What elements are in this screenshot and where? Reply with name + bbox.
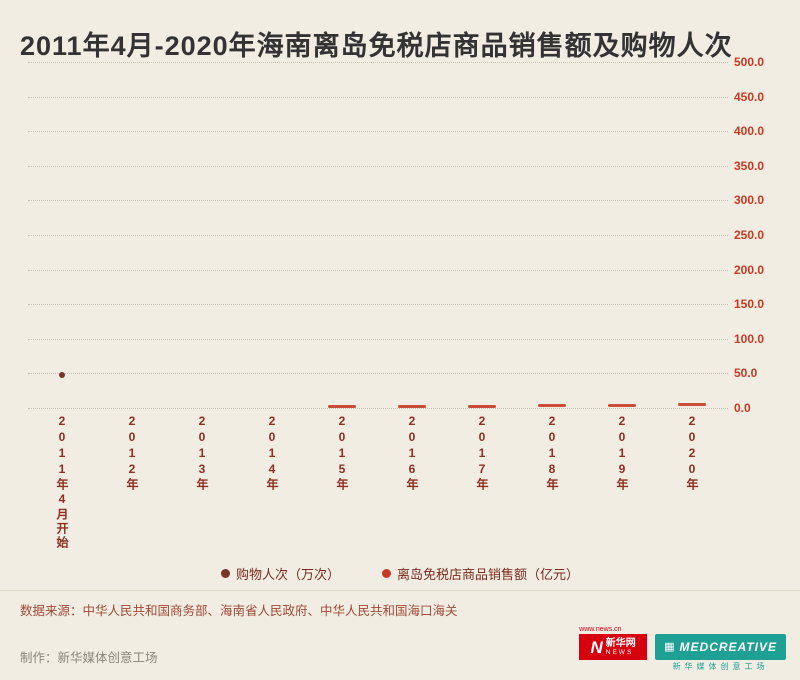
data-point [59,371,65,378]
gridline [28,304,728,306]
y-axis-label: 0.0 [734,401,751,415]
chart-title: 2011年4月-2020年海南离岛免税店商品销售额及购物人次 [20,31,733,62]
data-point [468,404,496,408]
y-axis-label: 450.0 [734,89,765,104]
legend-label-sales: 离岛免税店商品销售额（亿元） [397,567,580,582]
y-axis-label: 400.0 [734,124,765,139]
y-axis: 0.0 50.0 100.0 150.0 200.0 250.0 300.0 350.0 400… [734,55,794,415]
legend-item-sales: 离岛免税店商品销售额（亿元） [382,564,579,583]
medcreative-building-icon: ▦ [664,640,675,653]
medcreative-name: MEDCREATIVE [679,640,777,654]
y-axis-label: 250.0 [734,228,765,242]
y-axis-label: 200.0 [734,262,765,277]
xinhua-news-text: NEWS [605,648,634,656]
news-url-text: www.news.cn [579,626,622,633]
xinhua-n-icon: N [590,637,603,657]
gridline [28,165,728,167]
x-axis-label: 2016年 [405,414,419,492]
footer-logos: www.news.cn N 新华网 NEWS ▦ MEDCREATIVE 新华媒… [579,626,786,671]
legend-dot-sales [382,569,391,578]
y-axis-label: 500.0 [734,55,765,69]
x-axis-label: 2013年 [195,414,209,492]
data-point [538,404,566,408]
footer-divider [0,590,800,591]
x-axis-label: 2017年 [475,414,489,492]
xinhua-logo: www.news.cn N 新华网 NEWS [579,626,648,660]
gridline [28,373,728,375]
gridline [28,269,728,271]
x-axis-label: 2018年 [545,414,559,492]
x-axis-label: 2014年 [265,414,279,492]
medcreative-subtitle: 新华媒体创意工场 [672,662,769,671]
data-point [678,402,706,406]
xinhua-cn-text: 新华网 [605,637,636,649]
x-axis-label: 2020年 [685,414,699,492]
medcreative-logo-box: ▦ MEDCREATIVE [655,634,786,660]
data-source: 数据来源：中华人民共和国商务部、海南省人民政府、中华人民共和国海口海关 [20,604,458,618]
y-axis-label: 50.0 [734,366,758,381]
gridline [28,200,728,202]
x-axis-label: 2012年 [125,414,139,492]
data-point [398,405,426,409]
y-axis-label: 300.0 [734,193,765,208]
data-point [608,403,636,407]
x-axis-label: 2015年 [335,414,349,492]
gridline [28,96,728,98]
producer-credit: 制作：新华媒体创意工场 [20,651,158,665]
legend-item-visits: 购物人次（万次） [220,564,340,583]
chart-plot [28,62,728,409]
legend-dot-visits [220,569,230,578]
gridline [28,62,728,63]
gridline [28,235,728,236]
legend-label-visits: 购物人次（万次） [235,567,340,582]
x-axis-label: 2011年4月开始 [55,414,69,550]
xinhua-logo-box: N 新华网 NEWS [579,634,648,660]
gridline [28,131,728,133]
x-axis: 2011年4月开始 2012年 2013年 2014年 2015年 2016年 2017年 2… [28,414,728,564]
data-point [328,405,356,409]
x-axis-label: 2019年 [615,414,629,492]
y-axis-label: 350.0 [734,158,765,173]
gridline [28,338,728,340]
chart-legend: 购物人次（万次） 离岛免税店商品销售额（亿元） [0,564,800,583]
y-axis-label: 100.0 [734,331,765,346]
gridline [28,408,728,409]
y-axis-label: 150.0 [734,297,765,312]
medcreative-logo: ▦ MEDCREATIVE 新华媒体创意工场 [655,634,786,671]
